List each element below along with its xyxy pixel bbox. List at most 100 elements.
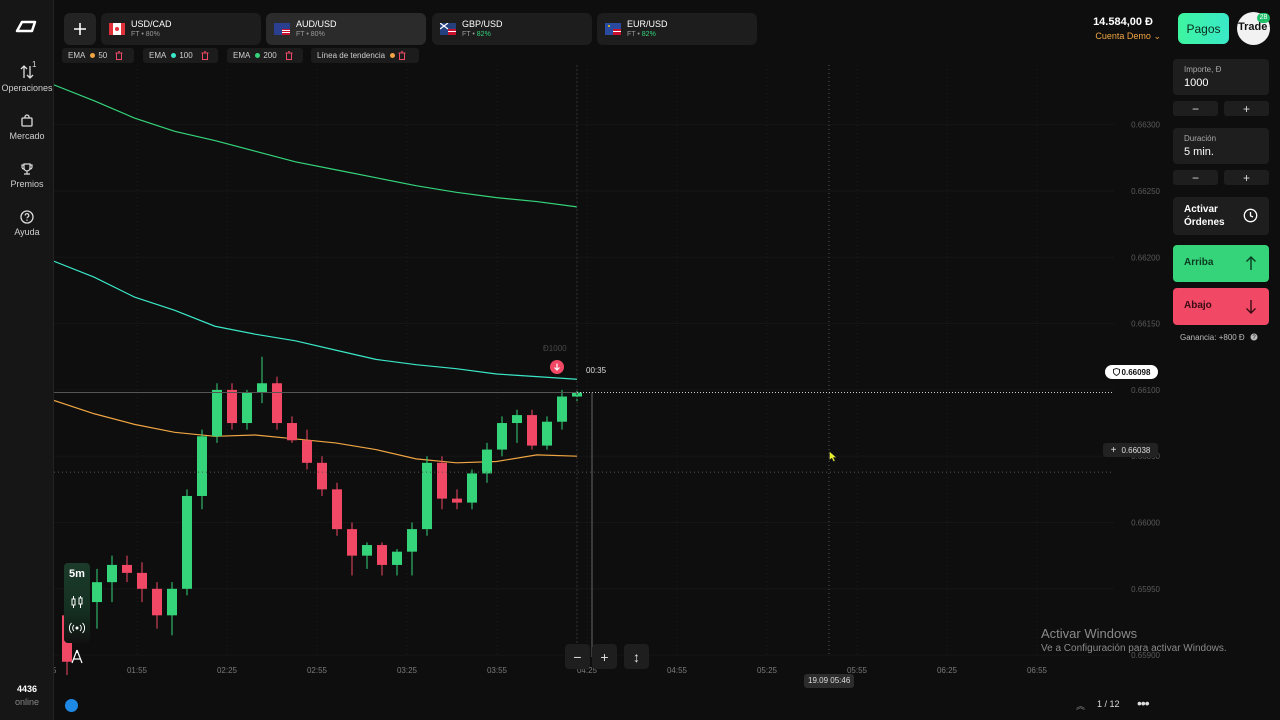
trash-icon[interactable] — [115, 51, 123, 60]
x-tick-label: 05:55 — [847, 666, 868, 675]
amount-field[interactable]: Importe, Ð 1000 — [1173, 59, 1269, 95]
ema100-line — [54, 260, 578, 380]
pagos-button[interactable]: Pagos — [1178, 13, 1229, 44]
x-axis-labels: 5 01:55 02:25 02:55 03:25 03:55 04:25 04:55 05:2… — [54, 666, 1048, 675]
x-tick-label: 02:55 — [307, 666, 328, 675]
duration-increase-button[interactable]: + — [1224, 170, 1269, 185]
online-count: 4436 — [16, 684, 38, 694]
candles-type-icon[interactable] — [70, 595, 84, 609]
tab-gbp-usd[interactable]: GBP/USD FT • 82% — [432, 13, 592, 45]
chevron-down-icon: ⌄ — [1153, 31, 1161, 41]
flag-gb-us-icon — [440, 23, 456, 35]
brand-logo-icon[interactable] — [15, 18, 39, 36]
candle-body — [167, 588, 177, 616]
indicator-chip-ema200[interactable]: EMA 200 — [227, 48, 303, 63]
candle-body — [107, 564, 117, 583]
sidebar-item-mercado[interactable]: Mercado — [0, 114, 54, 141]
broadcast-icon[interactable] — [69, 622, 85, 634]
sidebar-item-premios[interactable]: Premios — [0, 162, 54, 189]
windows-activation-title: Activar Windows — [1041, 626, 1138, 641]
double-chevron-up-icon[interactable]: ︽ — [1076, 701, 1086, 711]
account-selector[interactable]: Cuenta Demo ⌄ — [1095, 31, 1161, 41]
indicator-chip-ema100[interactable]: EMA 100 — [143, 48, 218, 63]
amount-value[interactable]: 1000 — [1184, 77, 1209, 89]
chat-icon[interactable] — [65, 699, 78, 712]
x-tick-label: 04:25 — [577, 666, 598, 675]
candle-body — [182, 495, 192, 589]
y-tick-label: 0.66250 — [1131, 187, 1160, 196]
trash-icon[interactable] — [398, 51, 406, 60]
duration-value[interactable]: 5 min. — [1184, 146, 1214, 158]
tab-aud-usd[interactable]: AUD/USD FT • 80% — [266, 13, 426, 45]
candle-body — [197, 436, 207, 496]
add-asset-button[interactable] — [64, 13, 96, 45]
amount-increase-button[interactable]: + — [1224, 101, 1269, 116]
arriba-button[interactable]: Arriba — [1173, 245, 1269, 282]
y-tick-label: 0.66300 — [1131, 121, 1160, 130]
drawing-tools-icon[interactable] — [69, 649, 85, 665]
tab-subtitle: FT • 82% — [462, 31, 491, 38]
x-tick-label: 01:55 — [127, 666, 148, 675]
color-dot-icon — [390, 53, 396, 58]
duration-field[interactable]: Duración 5 min. — [1173, 128, 1269, 164]
candle-body — [557, 396, 567, 422]
indicator-chip-ema50[interactable]: EMA 50 — [62, 48, 134, 63]
avatar-level-badge: 28 — [1257, 13, 1270, 23]
color-dot-icon — [255, 53, 261, 58]
left-sidebar: 1 Operaciones Mercado Premios Ayuda 4436 — [0, 0, 54, 720]
trash-icon[interactable] — [285, 51, 293, 60]
zoom-out-button[interactable]: − — [565, 644, 590, 669]
trophy-icon — [21, 163, 33, 175]
flag-au-us-icon — [274, 23, 290, 35]
avatar-text: Trade — [1238, 21, 1268, 33]
online-label: online — [14, 697, 40, 707]
help-icon[interactable]: ? — [1250, 333, 1258, 341]
y-axis-labels: 0.66300 0.66250 0.66200 0.66150 0.66100 0.660… — [1131, 121, 1160, 660]
tab-eur-usd[interactable]: EUR/USD FT • 82% — [597, 13, 757, 45]
sidebar-item-operaciones[interactable]: 1 Operaciones — [0, 60, 54, 93]
candle-body — [497, 423, 507, 450]
candle-body — [377, 545, 387, 565]
color-dot-icon — [90, 53, 96, 58]
fit-vertical-button[interactable]: ↕ — [624, 644, 649, 669]
indicator-chip-trendline[interactable]: Línea de tendencia — [311, 48, 419, 63]
flag-us-ca-icon — [109, 23, 125, 35]
candle-body — [257, 383, 267, 393]
tab-usd-cad[interactable]: USD/CAD FT • 80% — [101, 13, 261, 45]
tab-subtitle: FT • 82% — [627, 31, 656, 38]
duration-decrease-button[interactable]: − — [1173, 170, 1218, 185]
activate-orders-button[interactable]: Activar Órdenes — [1173, 197, 1269, 235]
candle-down — [332, 482, 342, 536]
zoom-in-button[interactable]: + — [592, 644, 617, 669]
candle-up — [512, 409, 522, 443]
candle-down — [317, 456, 327, 496]
candle-up — [212, 383, 222, 443]
y-tick-label: 0.66000 — [1131, 519, 1160, 528]
more-options-button[interactable]: ••• — [1137, 695, 1150, 711]
timeframe-selector[interactable]: 5m — [69, 568, 85, 580]
candle-down — [437, 456, 447, 510]
crosshair-price-tag[interactable]: + 0.66038 — [1103, 443, 1158, 457]
tab-name: EUR/USD — [627, 19, 668, 29]
page-indicator: 1 / 12 — [1097, 699, 1120, 709]
tab-subtitle: FT • 80% — [296, 31, 325, 38]
candle-up — [362, 542, 372, 569]
candle-up — [197, 429, 207, 510]
candle-body — [242, 392, 252, 424]
candle-down — [302, 429, 312, 470]
trade-down-marker[interactable] — [550, 360, 564, 374]
abajo-button[interactable]: Abajo — [1173, 288, 1269, 325]
candle-body — [437, 462, 447, 499]
candle-down — [122, 555, 132, 583]
sidebar-item-ayuda[interactable]: Ayuda — [0, 210, 54, 237]
x-tick-label: 05:25 — [757, 666, 778, 675]
y-tick-label: 0.65950 — [1131, 585, 1160, 594]
candle-down — [527, 409, 537, 450]
candle-down — [452, 489, 462, 510]
candle-body — [467, 473, 477, 503]
candle-up — [407, 522, 417, 576]
amount-decrease-button[interactable]: − — [1173, 101, 1218, 116]
trash-icon[interactable] — [201, 51, 209, 60]
profit-info: Ganancia: +800 Ð ? — [1180, 333, 1258, 342]
